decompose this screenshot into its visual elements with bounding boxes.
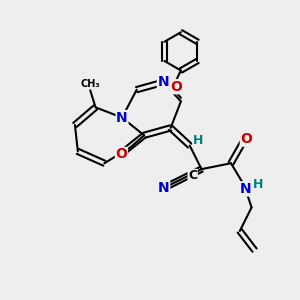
Text: N: N bbox=[240, 182, 251, 196]
Text: C: C bbox=[188, 169, 197, 182]
Text: N: N bbox=[158, 75, 169, 89]
Text: N: N bbox=[116, 111, 128, 124]
Text: N: N bbox=[158, 181, 170, 195]
Text: O: O bbox=[116, 147, 128, 161]
Text: CH₃: CH₃ bbox=[80, 79, 100, 89]
Text: O: O bbox=[170, 80, 182, 94]
Text: H: H bbox=[193, 134, 203, 147]
Text: H: H bbox=[253, 178, 263, 191]
Text: O: O bbox=[240, 132, 252, 146]
